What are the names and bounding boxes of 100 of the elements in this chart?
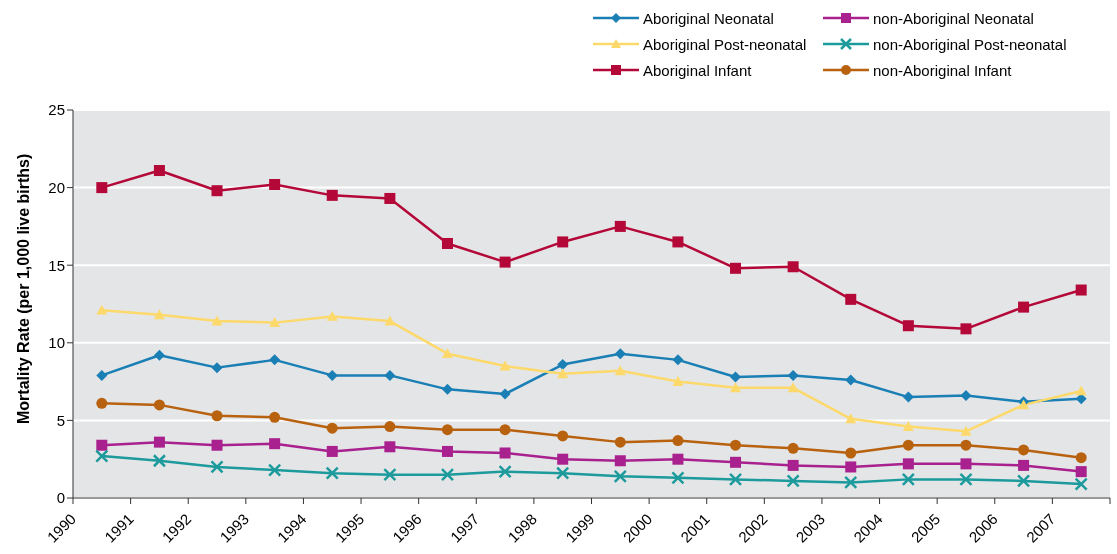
point [901,472,916,487]
point [730,382,742,393]
point [787,261,799,273]
point [613,469,628,484]
point [269,179,281,190]
point [153,349,165,361]
point [153,399,165,411]
point [153,165,165,177]
point [845,374,857,386]
point [96,304,108,315]
point [787,459,799,471]
point [153,436,165,448]
point [153,309,165,320]
point [614,455,626,467]
point [672,236,684,248]
point [672,354,684,366]
point [672,453,684,465]
y-tick-label: 25 [48,101,65,119]
point [730,262,742,274]
point [326,189,338,201]
point [557,359,569,371]
point [787,382,799,393]
point [152,454,167,468]
point [211,439,223,451]
point [210,460,224,474]
point [384,315,396,326]
point [211,362,223,374]
point [960,439,972,451]
point [844,475,858,490]
point [902,391,914,403]
point [269,411,281,423]
point [787,369,799,381]
point [845,413,857,424]
point [730,439,742,451]
point [1075,452,1087,464]
legend-label: Aboriginal Post-neonatal [643,35,807,53]
point [326,310,338,321]
point [728,472,743,487]
point [1074,477,1088,491]
point [441,237,453,249]
point [672,435,684,447]
point [499,424,511,436]
point [902,421,914,432]
legend-label: non-Aboriginal Post-neonatal [873,35,1067,53]
point [845,461,857,473]
point [1018,459,1030,471]
point [614,436,626,448]
point [845,447,857,459]
point [960,323,972,335]
point [269,317,281,328]
point [384,192,396,204]
point [499,360,511,371]
y-axis-title: Mortality Rate (per 1,000 live births) [14,153,32,424]
point [902,458,914,470]
point [557,430,569,442]
point [383,467,397,482]
point [440,467,455,482]
point [959,472,973,487]
point [441,348,453,359]
point [730,456,742,468]
point [1075,466,1087,478]
point [269,354,281,366]
point [555,466,570,480]
point [326,422,338,434]
point [384,441,396,453]
point [557,236,569,248]
point [1016,474,1031,488]
point [614,220,626,232]
point [902,320,914,332]
point [1075,385,1087,396]
legend-label: Aboriginal Neonatal [643,9,774,27]
point [787,442,799,454]
point [557,453,569,465]
point [384,369,396,381]
y-tick-label: 20 [48,178,65,196]
point [441,445,453,457]
point [614,348,626,360]
point [557,368,569,379]
point [499,447,511,459]
point [96,439,108,451]
point [269,438,281,450]
point [96,182,108,194]
point [95,449,109,463]
point [671,471,685,485]
point [499,388,511,400]
point [441,383,453,395]
point [1018,301,1030,313]
y-tick-label: 10 [48,334,65,352]
point [211,185,223,197]
point [211,410,223,422]
y-tick-label: 15 [48,256,65,274]
point [786,474,800,488]
point [441,424,453,436]
point [384,421,396,433]
point [499,256,511,268]
y-tick-label: 5 [56,411,65,429]
point [326,369,338,381]
point [960,390,972,402]
point [211,315,223,326]
point [845,293,857,305]
